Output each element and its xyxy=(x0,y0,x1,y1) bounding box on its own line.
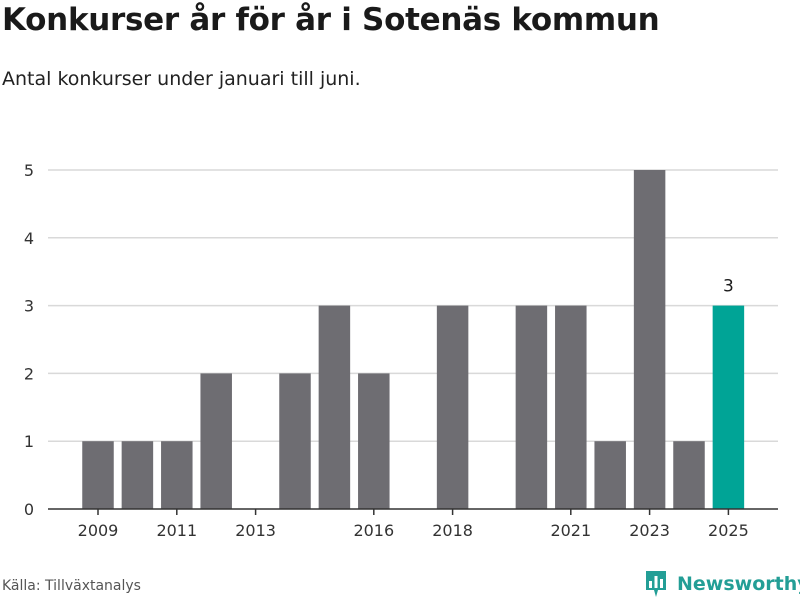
y-axis-ticks: 0 1 2 3 4 5 xyxy=(24,161,34,519)
bar-2011 xyxy=(161,441,193,509)
y-tick-label: 3 xyxy=(24,297,34,316)
y-tick-label: 1 xyxy=(24,432,34,451)
x-tick-label: 2009 xyxy=(78,521,119,540)
x-tick-label: 2023 xyxy=(629,521,670,540)
x-tick-label: 2016 xyxy=(353,521,394,540)
data-label-2025: 3 xyxy=(723,277,734,297)
bar-2012 xyxy=(200,373,232,509)
bar-2014 xyxy=(279,373,311,509)
data-labels: 3 xyxy=(723,277,734,297)
gridlines xyxy=(48,169,778,442)
bar-2020 xyxy=(515,305,548,509)
chart-title: Konkurser år för år i Sotenäs kommun xyxy=(2,2,660,38)
bars xyxy=(82,170,745,509)
bar-2016 xyxy=(358,373,390,509)
chart-subtitle: Antal konkurser under januari till juni. xyxy=(2,68,361,90)
y-tick-label: 0 xyxy=(24,500,34,519)
x-tick-label: 2011 xyxy=(156,521,197,540)
x-tick-label: 2021 xyxy=(550,521,591,540)
y-tick-label: 5 xyxy=(24,161,34,180)
brand-name: Newsworthy xyxy=(677,573,800,595)
y-tick-label: 4 xyxy=(24,229,34,248)
brand-logo: Newsworthy xyxy=(644,570,800,598)
bar-2025 xyxy=(712,305,745,509)
bar-2015 xyxy=(318,305,351,509)
y-tick-label: 2 xyxy=(24,364,34,383)
bar-2021 xyxy=(555,305,587,509)
bar-2023 xyxy=(633,170,666,509)
source-note: Källa: Tillväxtanalys xyxy=(2,578,141,594)
bar-2009 xyxy=(82,441,114,509)
bar-chart-logo-icon xyxy=(646,571,666,597)
bar-2010 xyxy=(121,441,154,509)
x-tick-label: 2025 xyxy=(708,521,749,540)
x-tick-label: 2018 xyxy=(432,521,473,540)
bar-2022 xyxy=(594,441,626,509)
bar-2024 xyxy=(673,441,705,509)
x-axis-ticks: 2009 2011 2013 2016 2018 2021 2023 2025 xyxy=(78,509,749,540)
bar-2018 xyxy=(436,305,469,509)
x-tick-label: 2013 xyxy=(235,521,276,540)
